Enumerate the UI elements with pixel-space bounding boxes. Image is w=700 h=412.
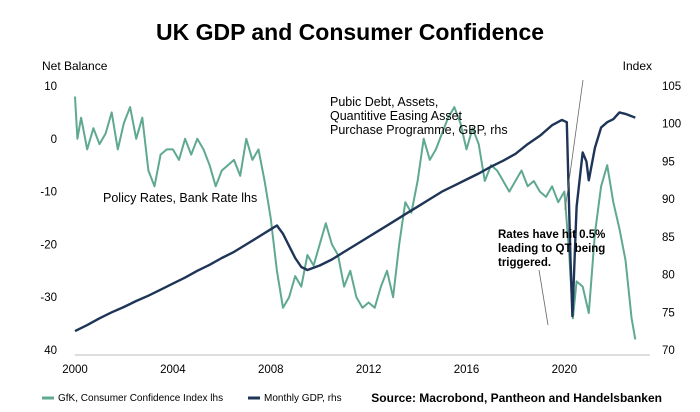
x-tick-label: 2012	[356, 364, 382, 376]
x-tick-label: 2004	[160, 364, 186, 376]
series-line-gdp	[74, 111, 636, 333]
x-tick-label: 2020	[552, 364, 578, 376]
left-axis-title: Net Balance	[42, 59, 108, 73]
x-tick-label: 2000	[62, 364, 88, 376]
legend-label-gfk: GfK, Consumer Confidence Index lhs	[58, 393, 223, 404]
x-tick-label: 2008	[258, 364, 284, 376]
right-tick-label: 95	[662, 156, 675, 168]
right-tick-label: 90	[662, 194, 675, 206]
right-tick-label: 105	[662, 81, 681, 93]
annotations: Policy Rates, Bank Rate lhs Pubic Debt, …	[103, 95, 609, 269]
legend-label-gdp: Monthly GDP, rhs	[264, 393, 342, 404]
annotation-policy: Policy Rates, Bank Rate lhs	[103, 191, 257, 205]
chart-title: UK GDP and Consumer Confidence	[156, 19, 544, 45]
left-tick-label: 10	[44, 81, 57, 93]
pointer-line-rates	[538, 269, 549, 326]
right-tick-label: 80	[662, 270, 675, 282]
right-axis-ticks: 105 100 95 90 85 80 75 70	[662, 81, 681, 357]
left-tick-label: 40	[44, 345, 57, 357]
pointer-line-debt	[564, 79, 584, 211]
annotation-debt: Pubic Debt, Assets, Quantitive Easing As…	[330, 95, 508, 137]
right-tick-label: 75	[662, 307, 675, 319]
left-tick-label: -30	[40, 292, 57, 304]
legend: GfK, Consumer Confidence Index lhs Month…	[42, 393, 342, 404]
right-tick-label: 85	[662, 232, 675, 244]
x-axis-ticks: 2000 2004 2008 2012 2016 2020	[62, 364, 577, 376]
right-tick-label: 100	[662, 119, 681, 131]
left-tick-label: -10	[40, 187, 57, 199]
source-note: Source: Macrobond, Pantheon and Handelsb…	[371, 391, 662, 405]
right-tick-label: 70	[662, 345, 675, 357]
x-tick-label: 2016	[454, 364, 480, 376]
series-line-gfk	[74, 96, 637, 340]
left-tick-label: 0	[51, 134, 57, 146]
series-layer	[74, 96, 637, 340]
left-axis-ticks: 10 0 -10 -20 -30 40	[40, 81, 57, 357]
annotation-rates: Rates have hit 0.5% leading to QT being …	[498, 229, 609, 269]
right-axis-title: Index	[623, 59, 652, 73]
left-tick-label: -20	[40, 239, 57, 251]
